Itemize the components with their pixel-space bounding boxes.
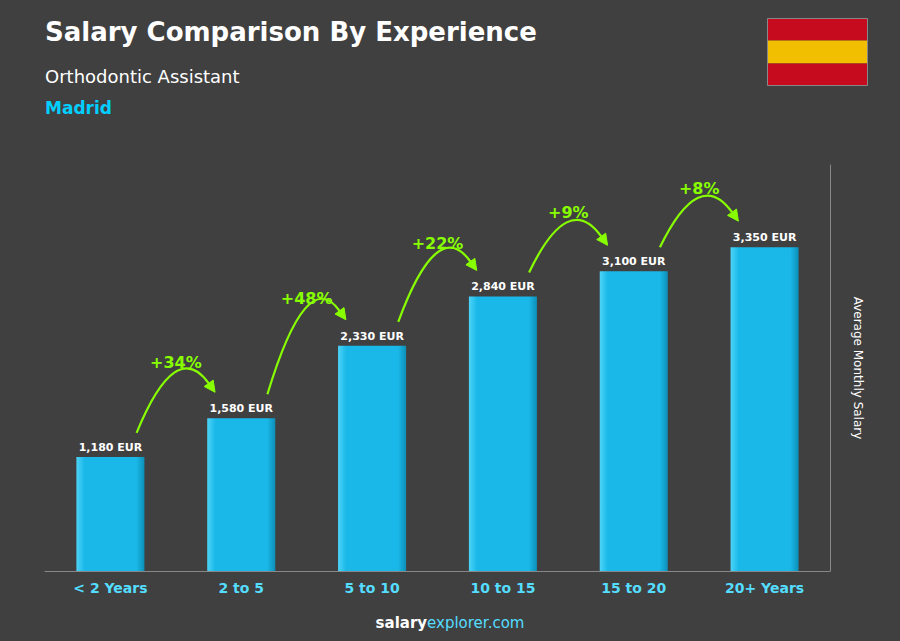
svg-text:2 to 5: 2 to 5 — [218, 580, 264, 596]
svg-text:+34%: +34% — [150, 353, 202, 372]
svg-text:Orthodontic Assistant: Orthodontic Assistant — [45, 66, 240, 87]
svg-text:+48%: +48% — [281, 289, 333, 308]
svg-text:20+ Years: 20+ Years — [725, 580, 804, 596]
svg-text:5 to 10: 5 to 10 — [344, 580, 400, 596]
svg-text:+22%: +22% — [412, 234, 464, 253]
svg-text:3,350 EUR: 3,350 EUR — [733, 231, 797, 244]
svg-text:2,330 EUR: 2,330 EUR — [340, 330, 404, 343]
svg-text:1,580 EUR: 1,580 EUR — [209, 402, 273, 415]
svg-text:1,180 EUR: 1,180 EUR — [79, 441, 143, 454]
svg-text:Average Monthly Salary: Average Monthly Salary — [851, 297, 865, 440]
svg-text:+8%: +8% — [679, 179, 720, 198]
svg-text:+9%: +9% — [548, 203, 589, 222]
svg-text:15 to 20: 15 to 20 — [601, 580, 666, 596]
svg-text:< 2 Years: < 2 Years — [73, 580, 147, 596]
svg-text:3,100 EUR: 3,100 EUR — [602, 255, 666, 268]
svg-text:Madrid: Madrid — [45, 98, 112, 118]
svg-text:explorer.com: explorer.com — [427, 614, 524, 632]
svg-text:Salary Comparison By Experienc: Salary Comparison By Experience — [45, 17, 537, 47]
svg-text:10 to 15: 10 to 15 — [470, 580, 535, 596]
svg-text:salary: salary — [376, 614, 428, 632]
svg-text:2,840 EUR: 2,840 EUR — [471, 280, 535, 293]
